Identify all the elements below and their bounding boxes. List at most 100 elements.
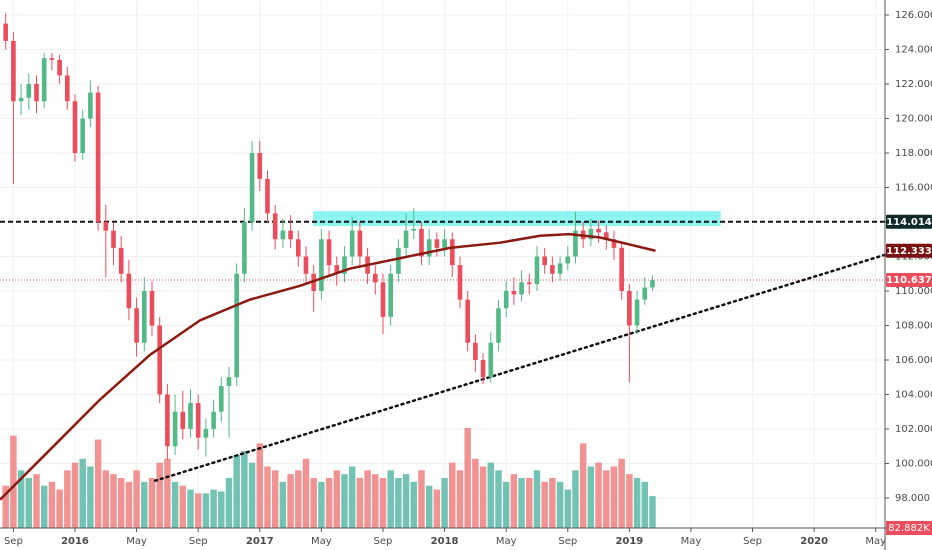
candle-body: [3, 23, 9, 41]
price-label-box: [886, 214, 932, 229]
candle-body: [26, 84, 32, 98]
candle-body: [650, 280, 655, 288]
candle-body: [95, 92, 101, 222]
candle-body: [565, 256, 571, 264]
volume-bar: [641, 481, 649, 528]
candle-body: [288, 230, 293, 240]
volume-bar: [295, 470, 302, 528]
y-tick-label: 98.000: [895, 493, 930, 504]
volume-bar: [333, 470, 341, 528]
price-label-box: [886, 273, 932, 288]
candle-body: [41, 58, 47, 102]
volume-bar: [79, 458, 86, 528]
x-tick-label: May: [865, 536, 886, 547]
candle-body: [218, 385, 224, 412]
volume-bar: [17, 470, 25, 528]
candle-body: [64, 75, 70, 102]
volume-bar: [225, 478, 233, 528]
x-tick-label: May: [126, 536, 147, 547]
candle-body: [342, 256, 347, 274]
candle-body: [126, 273, 132, 309]
candle-body: [349, 230, 355, 257]
candle-body: [280, 230, 286, 240]
volume-bar: [379, 478, 387, 528]
volume-bar: [464, 428, 471, 528]
volume-bar: [456, 470, 464, 528]
candle-body: [396, 247, 401, 274]
candle-body: [265, 178, 270, 214]
candle-body: [603, 232, 609, 240]
candle-body: [18, 97, 24, 102]
candle-body: [573, 230, 578, 257]
volume-bar: [264, 466, 271, 528]
candle-body: [234, 273, 239, 378]
price-label: 114.014: [886, 217, 932, 228]
y-tick-label: 116.000: [895, 182, 932, 193]
candle-body: [411, 228, 417, 231]
resistance-zone: [313, 211, 721, 226]
candle-body: [295, 239, 301, 257]
candle-body: [49, 58, 55, 60]
candle-body: [272, 213, 278, 240]
candle-body: [326, 239, 332, 266]
candle-body: [634, 299, 640, 326]
volume-bar: [10, 435, 17, 528]
volume-bar: [541, 481, 548, 528]
x-tick-label: Sep: [374, 536, 393, 547]
plot: [0, 13, 887, 528]
candle-body: [642, 287, 648, 300]
y-tick-label: 100.000: [895, 458, 932, 469]
moving-average: [0, 232, 656, 501]
volume-bar: [194, 493, 202, 528]
candle-body: [242, 221, 247, 274]
candle-body: [226, 377, 232, 386]
volume-bar: [40, 485, 48, 528]
candle-body: [319, 239, 324, 291]
axes: 98.000 100.000 102.000 104.000 106.000 108.00…: [4, 10, 932, 547]
candle-body: [388, 273, 393, 317]
volume-bar: [233, 454, 240, 528]
volume-bar: [141, 481, 148, 528]
volume-bar: [348, 466, 356, 528]
volume-bar: [487, 462, 495, 528]
candle-body: [11, 40, 16, 102]
volume-bar: [587, 466, 595, 528]
volume-bar: [25, 478, 33, 528]
candle-body: [403, 230, 409, 248]
candle-body: [88, 92, 93, 119]
volume-bar: [549, 478, 556, 528]
price-label: 112.333: [886, 246, 932, 257]
x-tick-label: Sep: [558, 536, 577, 547]
volume-bar: [110, 474, 117, 528]
x-tick-label: May: [681, 536, 702, 547]
volume-bar: [564, 489, 572, 528]
volume-bar: [33, 474, 40, 528]
volume-bar: [125, 481, 133, 528]
volume-bar: [472, 458, 479, 528]
candle-body: [588, 228, 594, 240]
candle-body: [249, 153, 255, 222]
candle-body: [611, 239, 617, 248]
volume-bar: [87, 466, 94, 528]
candle-body: [357, 230, 363, 257]
volume-bar: [395, 478, 402, 528]
volume-bar: [287, 474, 294, 528]
x-tick-label: 2016: [61, 536, 89, 547]
volume-bar: [117, 478, 125, 528]
y-tick-label: 108.000: [895, 320, 932, 331]
candle-body: [457, 265, 463, 300]
candle-body: [203, 428, 209, 438]
volume-label-box: [886, 521, 932, 535]
candle-body: [488, 342, 494, 378]
trendline: [153, 253, 887, 482]
candle-body: [57, 59, 62, 76]
candle-body: [503, 290, 509, 309]
volume-bar: [71, 462, 79, 528]
y-tick-label: 106.000: [895, 355, 932, 366]
volume-bar: [256, 443, 264, 528]
y-tick-label: 120.000: [895, 114, 932, 125]
volume-bar: [618, 458, 625, 528]
volume-bar: [510, 474, 518, 528]
candle-body: [550, 265, 555, 274]
